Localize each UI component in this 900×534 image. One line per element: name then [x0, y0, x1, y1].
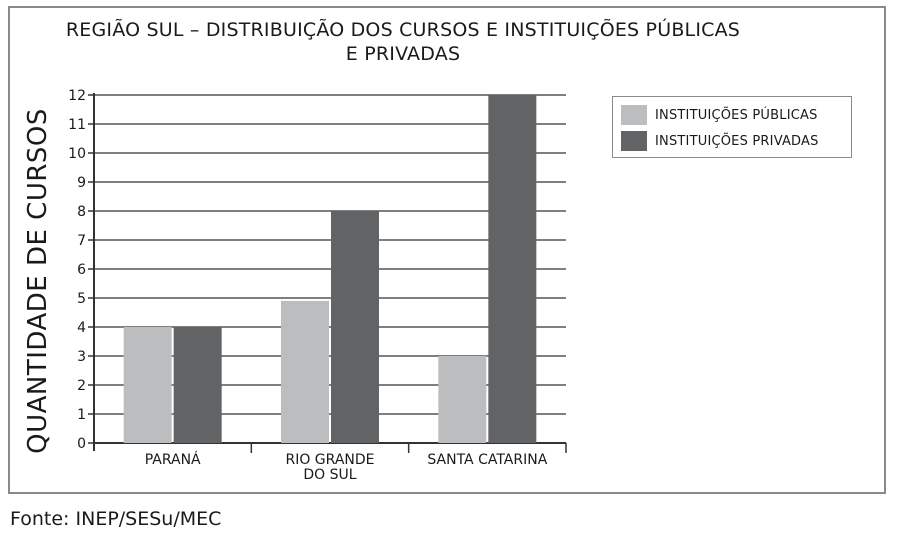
bar-public: [438, 356, 486, 443]
y-tick-label: 11: [68, 117, 86, 133]
legend-swatch-public: [621, 105, 647, 125]
legend-swatch-private: [621, 131, 647, 151]
y-tick-label: 3: [77, 349, 86, 365]
bar-private: [331, 211, 379, 443]
x-category-label: SANTA CATARINA: [427, 452, 547, 468]
bar-public: [281, 301, 329, 443]
y-tick-label: 7: [77, 233, 86, 249]
y-tick-label: 12: [68, 88, 86, 104]
legend-label-public: INSTITUIÇÕES PÚBLICAS: [655, 108, 818, 123]
y-tick-label: 2: [77, 378, 86, 394]
y-tick-label: 8: [77, 204, 86, 220]
y-tick-label: 9: [77, 175, 86, 191]
bar-private: [174, 327, 222, 443]
x-category-label: DO SUL: [303, 467, 356, 483]
legend-item-private: INSTITUIÇÕES PRIVADAS: [621, 131, 819, 151]
source-note: Fonte: INEP/SESu/MEC: [10, 508, 221, 530]
x-category-label: RIO GRANDE: [285, 452, 374, 468]
bar-private: [488, 95, 536, 443]
legend-label-private: INSTITUIÇÕES PRIVADAS: [655, 134, 819, 149]
y-tick-label: 5: [77, 291, 86, 307]
y-tick-label: 4: [77, 320, 86, 336]
y-tick-label: 6: [77, 262, 86, 278]
y-axis-title: QUANTIDADE DE CURSOS: [23, 108, 53, 454]
legend: INSTITUIÇÕES PÚBLICAS INSTITUIÇÕES PRIVA…: [612, 96, 852, 158]
x-category-label: PARANÁ: [145, 451, 201, 468]
y-tick-label: 10: [68, 146, 86, 162]
y-tick-label: 0: [77, 436, 86, 452]
legend-item-public: INSTITUIÇÕES PÚBLICAS: [621, 105, 818, 125]
bar-public: [124, 327, 172, 443]
y-tick-label: 1: [77, 407, 86, 423]
